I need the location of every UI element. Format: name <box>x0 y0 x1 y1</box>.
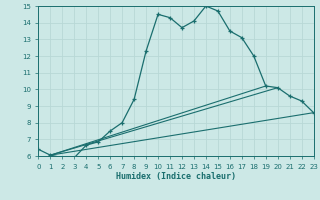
X-axis label: Humidex (Indice chaleur): Humidex (Indice chaleur) <box>116 172 236 181</box>
